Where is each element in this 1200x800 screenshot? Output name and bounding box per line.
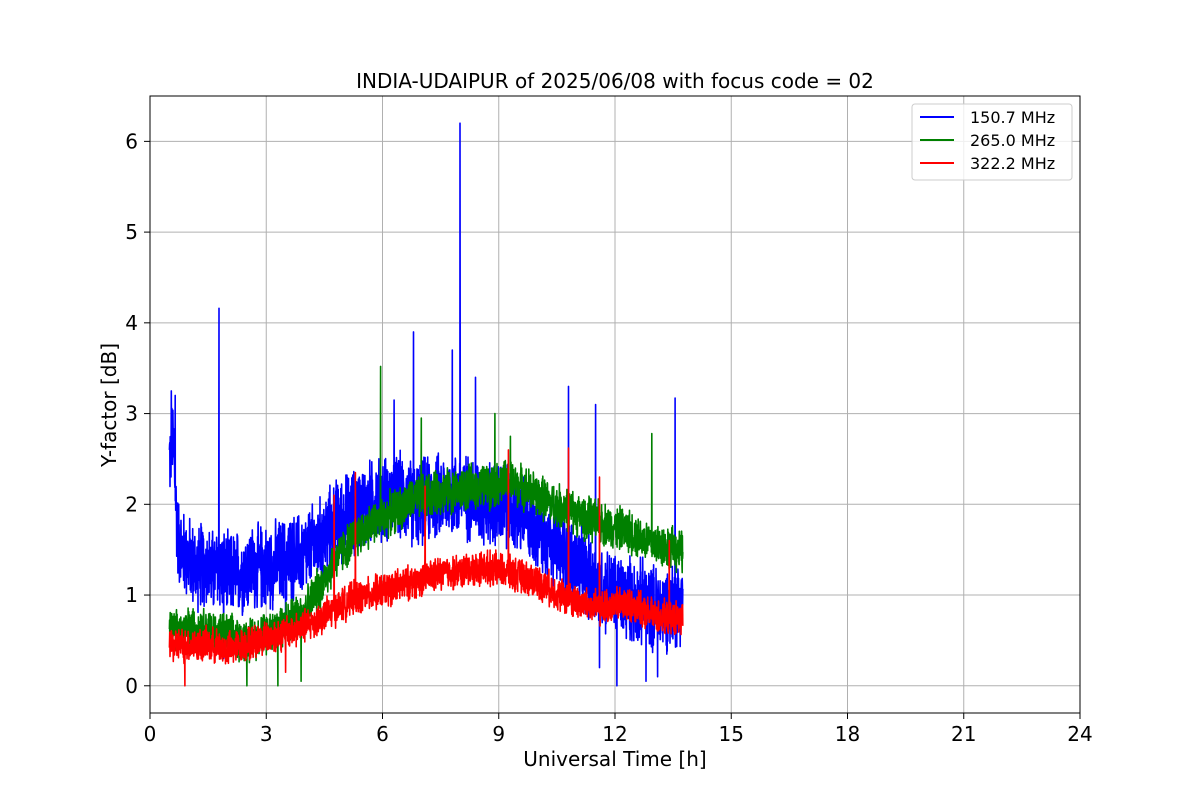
chart-title: INDIA-UDAIPUR of 2025/06/08 with focus c…: [356, 69, 874, 93]
plot-area: [168, 122, 684, 687]
series-line-322-2-mhz: [168, 447, 684, 687]
x-tick-label: 3: [260, 722, 273, 746]
x-tick-label: 15: [719, 722, 744, 746]
x-tick-label: 12: [602, 722, 627, 746]
y-tick-label: 0: [125, 674, 138, 698]
y-tick-label: 6: [125, 129, 138, 153]
y-tick-label: 5: [125, 220, 138, 244]
grid: [149, 96, 1081, 713]
legend-label: 322.2 MHz: [970, 154, 1055, 173]
legend-label: 150.7 MHz: [970, 108, 1055, 127]
x-tick-label: 6: [376, 722, 389, 746]
legend-box: [911, 103, 1073, 181]
legend-label: 265.0 MHz: [970, 131, 1055, 150]
series-layer: [168, 122, 684, 687]
x-axis-label: Universal Time [h]: [523, 747, 706, 771]
x-tick-label: 9: [492, 722, 505, 746]
x-tick-label: 24: [1067, 722, 1092, 746]
x-tick-label: 0: [144, 722, 157, 746]
x-tick-label: 18: [835, 722, 860, 746]
y-tick-label: 1: [125, 583, 138, 607]
y-tick-label: 2: [125, 492, 138, 516]
y-axis-label: Y-factor [dB]: [97, 343, 121, 468]
y-tick-label: 3: [125, 402, 138, 426]
x-tick-label: 21: [951, 722, 976, 746]
legend: 150.7 MHz 265.0 MHz 322.2 MHz: [911, 103, 1073, 181]
legend-items: 150.7 MHz 265.0 MHz 322.2 MHz: [920, 108, 1055, 173]
y-tick-label: 4: [125, 311, 138, 335]
